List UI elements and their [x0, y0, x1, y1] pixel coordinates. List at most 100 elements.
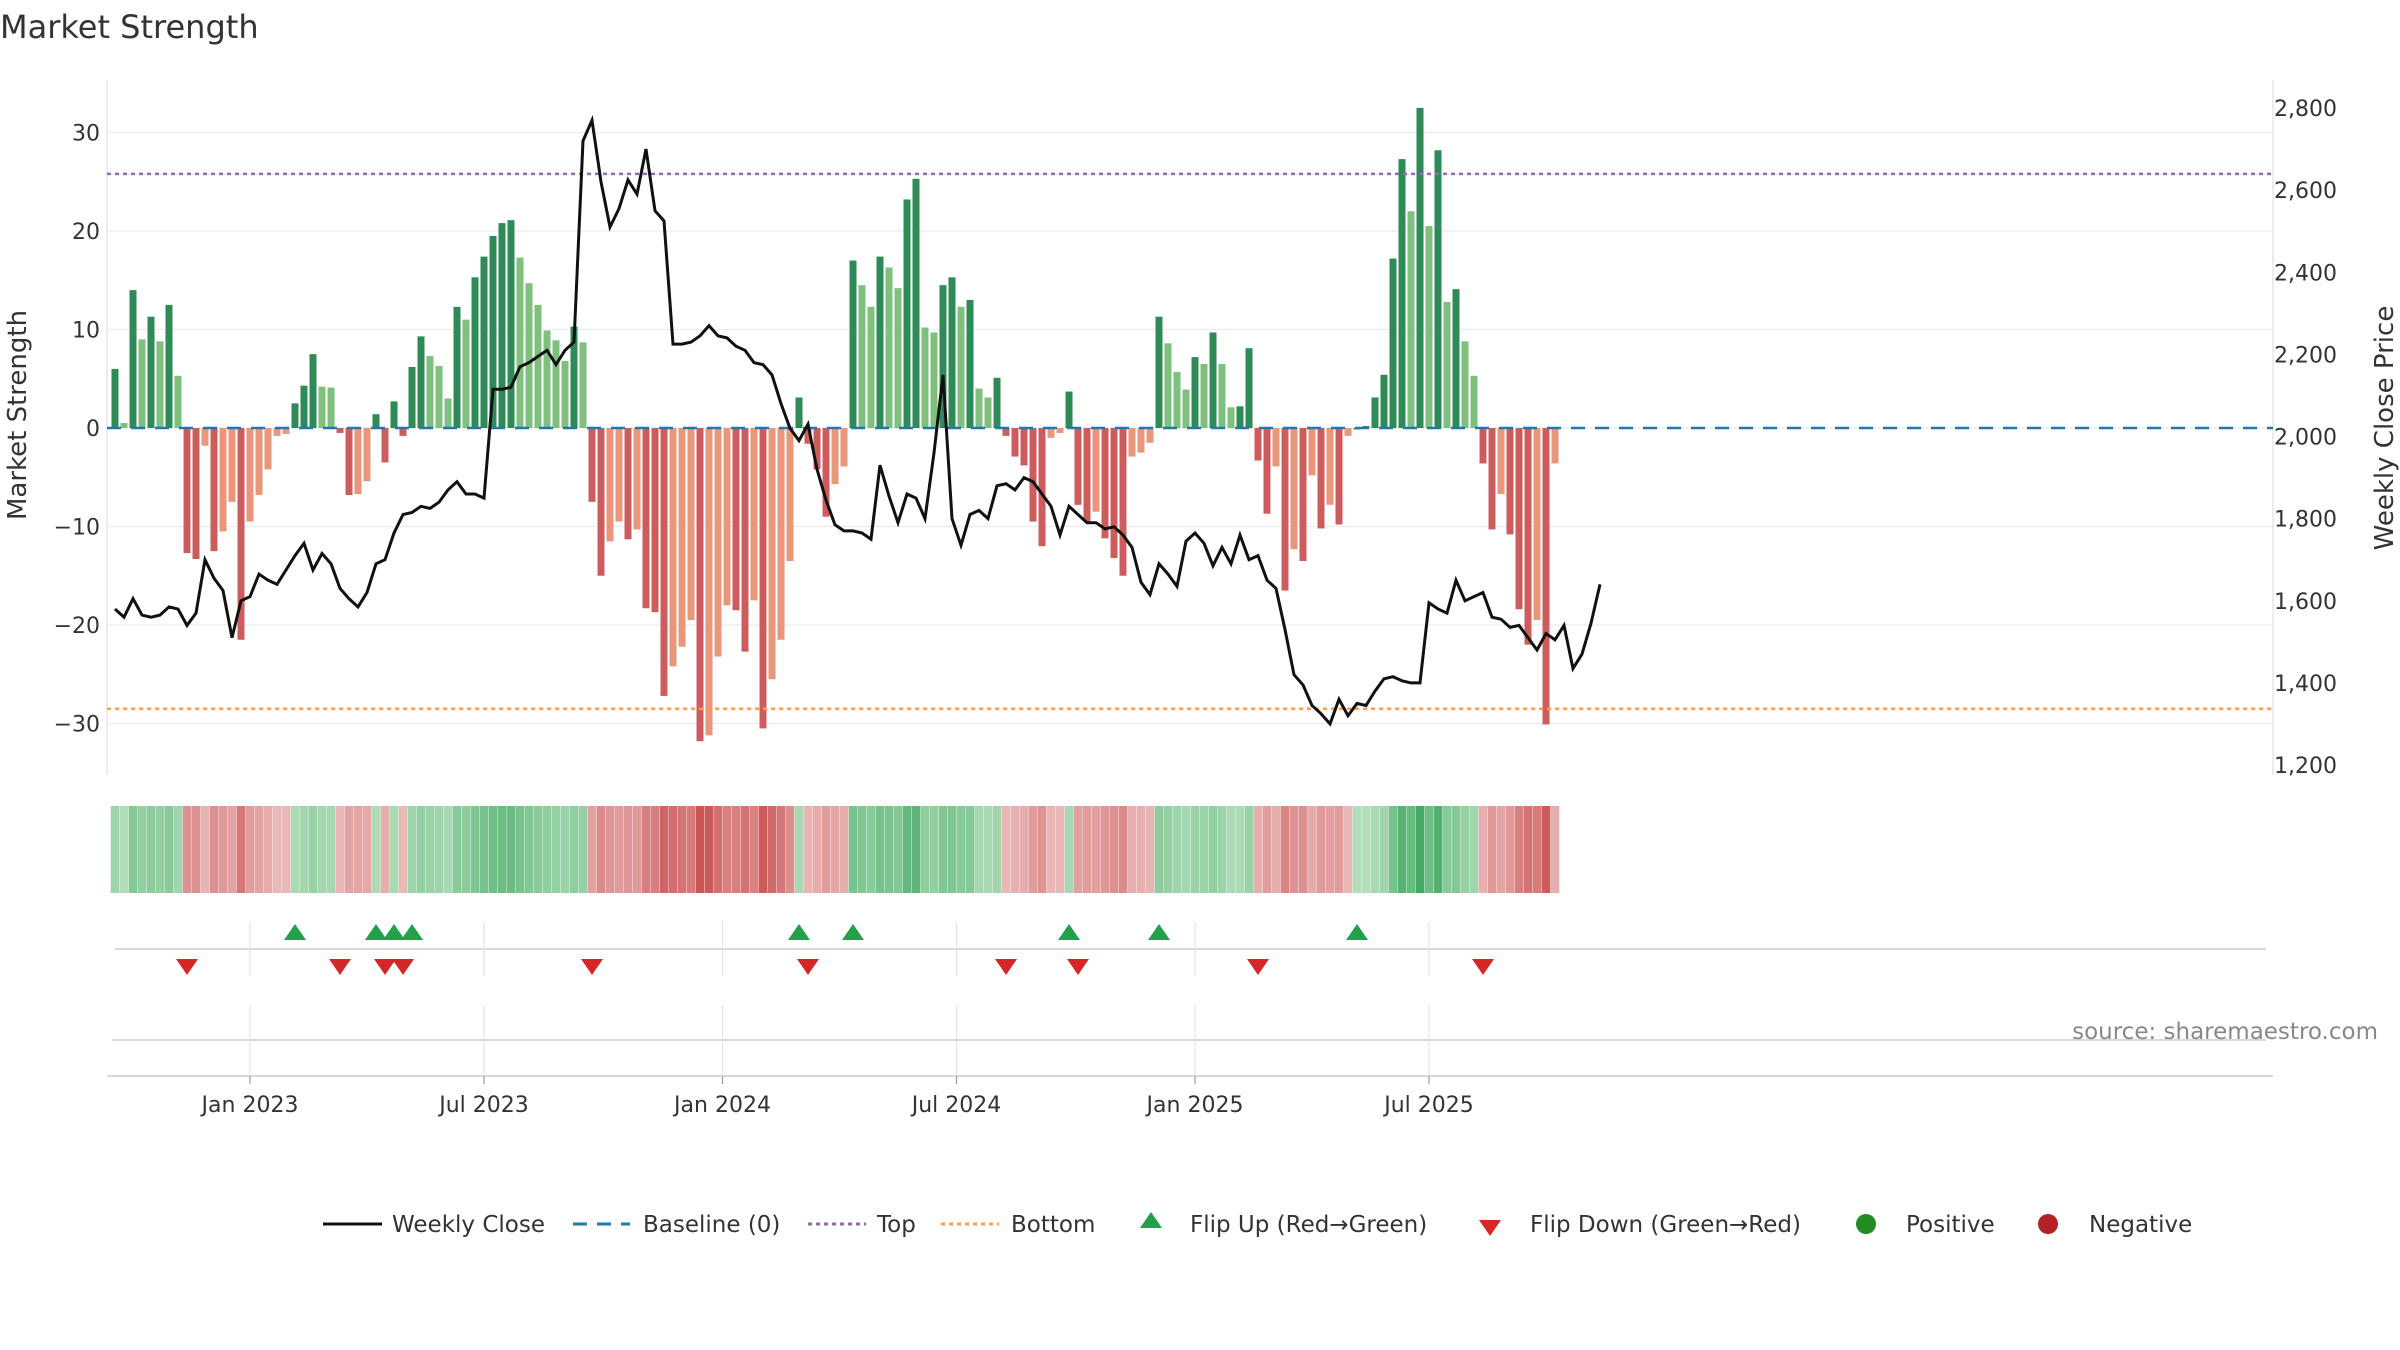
right-tick-label: 2,800: [2274, 97, 2337, 122]
strength-bar: [1002, 428, 1010, 436]
flip-up-marker: [383, 924, 405, 940]
legend: Weekly Close Baseline (0) Top Bottom Fli…: [323, 1212, 2192, 1238]
heat-cell: [1163, 806, 1173, 893]
strength-bar: [174, 375, 182, 428]
heat-cell: [407, 806, 417, 893]
heat-cell: [1064, 806, 1074, 893]
heat-cell: [623, 806, 633, 893]
heat-cell: [245, 806, 255, 893]
strength-bar: [381, 428, 389, 463]
left-tick-label: −20: [54, 614, 100, 639]
heat-cell: [551, 806, 561, 893]
strength-bar: [453, 306, 461, 428]
strength-bar: [345, 428, 353, 495]
strength-bar: [1173, 371, 1181, 428]
strength-bar: [1416, 107, 1424, 428]
heat-cell: [1460, 806, 1470, 893]
heat-cell: [596, 806, 606, 893]
heat-cell: [1298, 806, 1308, 893]
strength-bar: [471, 277, 479, 428]
heat-cell: [1379, 806, 1389, 893]
heat-cell: [1001, 806, 1011, 893]
legend-top-label: Top: [876, 1212, 916, 1238]
x-tick-label: Jan 2025: [1145, 1093, 1244, 1118]
heat-cell: [110, 806, 120, 893]
strength-bar: [615, 428, 623, 522]
heat-cell: [1082, 806, 1092, 893]
heat-cell: [371, 806, 381, 893]
heat-cell: [632, 806, 642, 893]
strength-bar: [1137, 428, 1145, 453]
strength-bar: [1398, 159, 1406, 428]
strength-bar: [1065, 391, 1073, 428]
heat-cell: [479, 806, 489, 893]
heat-cell: [1343, 806, 1353, 893]
strength-bar: [849, 260, 857, 428]
strength-bar: [417, 336, 425, 428]
strength-bar: [741, 428, 749, 652]
strength-bar: [804, 428, 812, 444]
strength-bar: [1551, 428, 1559, 464]
strength-heat-strip: [110, 806, 1560, 893]
strength-bar: [885, 267, 893, 428]
flip-down-marker: [1067, 959, 1089, 975]
strength-bar: [111, 368, 119, 428]
left-tick-label: 10: [72, 319, 100, 344]
flip-up-marker: [788, 924, 810, 940]
heat-cell: [1478, 806, 1488, 893]
strength-bar: [516, 257, 524, 428]
left-axis-title: Market Strength: [3, 310, 33, 520]
heat-cell: [236, 806, 246, 893]
strength-bar: [768, 428, 776, 680]
legend-flip-down-icon: [1479, 1220, 1501, 1236]
heat-cell: [1532, 806, 1542, 893]
strength-bar: [1200, 363, 1208, 428]
strength-bar: [1227, 407, 1235, 428]
heat-cell: [929, 806, 939, 893]
strength-bar: [1272, 428, 1280, 467]
heat-cell: [164, 806, 174, 893]
strength-bar: [759, 428, 767, 729]
heat-cell: [389, 806, 399, 893]
strength-bar: [624, 428, 632, 540]
heat-cell: [137, 806, 147, 893]
strength-bar: [984, 397, 992, 428]
heat-cell: [965, 806, 975, 893]
strength-bar: [1443, 301, 1451, 428]
heat-cell: [1100, 806, 1110, 893]
strength-bar: [273, 428, 281, 436]
heat-cell: [1037, 806, 1047, 893]
right-axis-ticks: 1,200 1,400 1,600 1,800 2,000 2,200 2,400 2,600…: [2274, 97, 2337, 779]
strength-bar: [1083, 428, 1091, 522]
heat-cell: [1289, 806, 1299, 893]
heat-cell: [1109, 806, 1119, 893]
strength-bar: [1335, 428, 1343, 525]
strength-bar: [507, 220, 515, 428]
strength-bar: [498, 223, 506, 428]
strength-bar: [561, 361, 569, 428]
legend-flip-up-label: Flip Up (Red→Green): [1190, 1212, 1427, 1238]
strength-bar: [957, 306, 965, 428]
strength-bar: [732, 428, 740, 611]
strength-bar: [930, 332, 938, 428]
strength-bar: [1461, 341, 1469, 428]
strength-bar: [1236, 406, 1244, 428]
right-tick-label: 2,000: [2274, 426, 2337, 451]
heat-cell: [1514, 806, 1524, 893]
heat-cell: [920, 806, 930, 893]
strength-bar: [1389, 258, 1397, 428]
strength-bar: [1515, 428, 1523, 610]
strength-bar: [426, 356, 434, 428]
right-tick-label: 1,600: [2274, 590, 2337, 615]
heat-cell: [119, 806, 129, 893]
strength-bar: [192, 428, 200, 560]
heat-cell: [1325, 806, 1335, 893]
left-tick-label: 30: [72, 122, 100, 147]
strength-bar: [822, 428, 830, 517]
heat-cell: [1415, 806, 1425, 893]
heat-cell: [1496, 806, 1506, 893]
strength-bar: [939, 285, 947, 428]
heat-cell: [1028, 806, 1038, 893]
strength-bar: [714, 428, 722, 657]
strength-bar: [300, 385, 308, 428]
